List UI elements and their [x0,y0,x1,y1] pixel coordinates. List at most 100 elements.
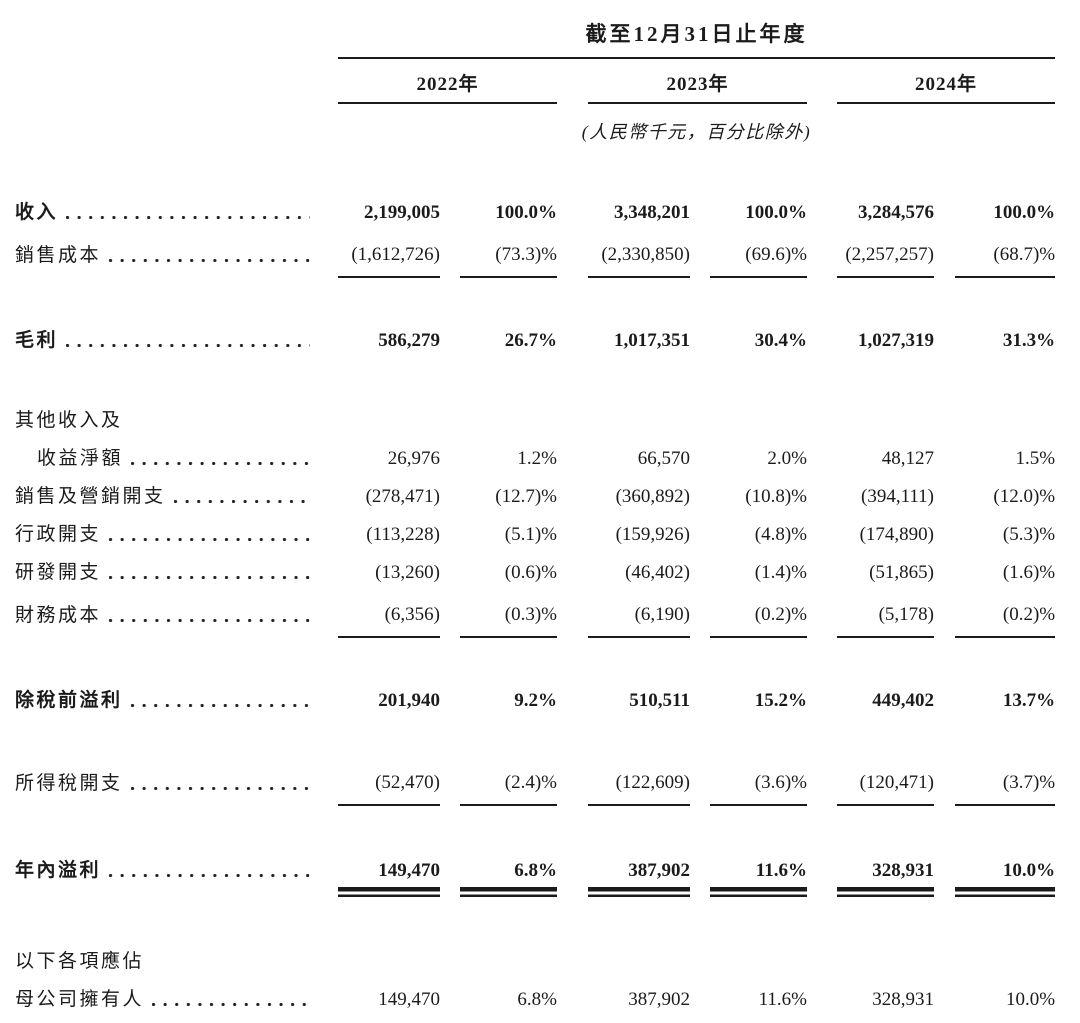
year-header-2023: 2023年 [588,58,807,104]
cell-value: 449,402 [872,690,934,711]
cell-percent: 15.2% [754,690,807,711]
row-other-income-line1: 其他收入及 [15,398,1055,436]
cell-percent: (73.3)% [460,228,557,278]
cell-percent: 6.8% [460,842,557,897]
spacer [15,277,1055,318]
cell-value: (6,356) [338,588,440,638]
row-label: 行政開支 [15,524,102,545]
row-cost-of-sales: 銷售成本 (1,612,726) (73.3)% (2,330,850) (69… [15,228,1056,278]
cell-percent: (10.8)% [745,486,807,507]
row-label: 收入 [15,202,59,223]
row-label: 年內溢利 [15,860,102,881]
header-years-row: 2022年 2023年 2024年 [15,58,1056,104]
cell-value: 149,470 [378,989,440,1010]
row-label: 毛利 [15,330,59,351]
dot-leader [130,704,310,707]
cell-percent: 6.8% [517,989,557,1010]
year-header-2024: 2024年 [837,58,1056,104]
cell-percent: 26.7% [504,330,557,351]
cell-value: (159,926) [615,524,690,545]
cell-value: 66,570 [637,448,690,469]
cell-value: (46,402) [625,562,690,583]
row-selling-marketing-expenses: 銷售及營銷開支 (278,471) (12.7)% (360,892) (10.… [15,474,1055,512]
cell-percent: (3.7)% [955,756,1056,806]
cell-value: (2,330,850) [588,228,690,278]
cell-percent: (3.6)% [710,756,807,806]
cell-percent: 11.6% [710,842,807,897]
cell-value: 1,017,351 [614,330,690,351]
unit-note: (人民幣千元，百分比除外) [581,122,812,142]
cell-value: 2,199,005 [364,202,440,223]
row-income-tax-expense: 所得稅開支 (52,470) (2.4)% (122,609) (3.6)% (… [15,756,1056,806]
row-label: 銷售成本 [15,245,102,266]
dot-leader [152,1003,310,1006]
period-title: 截至12月31日止年度 [338,10,1056,59]
row-attributable-heading: 以下各項應佔 [15,939,1055,977]
row-gross-profit: 毛利 586,279 26.7% 1,017,351 30.4% 1,027,3… [15,318,1055,356]
cell-percent: 11.6% [758,989,807,1010]
cell-value: (51,865) [869,562,934,583]
cell-value: (174,890) [859,524,934,545]
dot-leader [109,619,310,622]
row-label: 母公司擁有人 [15,989,145,1010]
dot-leader [66,216,310,219]
row-label: 其他收入及 [15,410,123,431]
cell-value: (2,257,257) [837,228,934,278]
spacer [15,716,1055,756]
cell-percent: (5.3)% [1002,524,1056,545]
cell-percent: (68.7)% [955,228,1056,278]
spacer [15,356,1055,398]
spacer [15,637,1055,678]
row-profit-before-tax: 除稅前溢利 201,940 9.2% 510,511 15.2% 449,402… [15,678,1055,716]
cell-percent: (0.2)% [955,588,1056,638]
cell-percent: 31.3% [1002,330,1056,351]
header-period-row: 截至12月31日止年度 [15,10,1056,59]
cell-percent: 10.0% [955,842,1056,897]
dot-leader [109,874,310,877]
cell-percent: (0.2)% [710,588,807,638]
cell-value: (1,612,726) [338,228,440,278]
cell-percent: 13.7% [1002,690,1056,711]
cell-percent: 30.4% [754,330,807,351]
cell-percent: (12.7)% [495,486,557,507]
row-label: 收益淨額 [37,448,124,469]
cell-percent: 9.2% [514,690,557,711]
row-rd-expenses: 研發開支 (13,260) (0.6)% (46,402) (1.4)% (51… [15,550,1055,588]
income-statement-table: 截至12月31日止年度 2022年 2023年 2024年 (人民幣千元，百分比… [15,10,1056,1015]
cell-value: 510,511 [629,690,690,711]
dot-leader [131,462,310,465]
year-header-2022: 2022年 [338,58,557,104]
cell-percent: 1.2% [517,448,557,469]
spacer [15,144,1055,190]
cell-percent: (1.4)% [754,562,807,583]
cell-value: (113,228) [366,524,440,545]
cell-percent: 100.0% [495,202,557,223]
row-label: 所得稅開支 [15,773,123,794]
row-finance-costs: 財務成本 (6,356) (0.3)% (6,190) (0.2)% (5,17… [15,588,1056,638]
cell-value: 149,470 [338,842,440,897]
dot-leader [109,576,310,579]
row-label: 財務成本 [15,605,102,626]
spacer [15,897,1055,939]
cell-value: (394,111) [861,486,934,507]
cell-value: 328,931 [837,842,934,897]
cell-percent: 1.5% [1015,448,1056,469]
cell-value: (6,190) [588,588,690,638]
dot-leader [130,787,310,790]
dot-leader [173,500,310,503]
row-owners-of-parent: 母公司擁有人 149,470 6.8% 387,902 11.6% 328,93… [15,977,1055,1015]
row-label: 以下各項應佔 [15,951,145,972]
dot-leader [66,344,310,347]
cell-percent: (5.1)% [504,524,557,545]
cell-value: 586,279 [378,330,440,351]
cell-value: 387,902 [588,842,690,897]
cell-percent: (1.6)% [1002,562,1056,583]
cell-percent: (4.8)% [754,524,807,545]
cell-value: 1,027,319 [858,330,934,351]
row-label: 研發開支 [15,562,102,583]
row-label: 除稅前溢利 [15,690,123,711]
cell-value: (13,260) [375,562,440,583]
cell-value: 48,127 [881,448,934,469]
cell-value: 26,976 [387,448,440,469]
